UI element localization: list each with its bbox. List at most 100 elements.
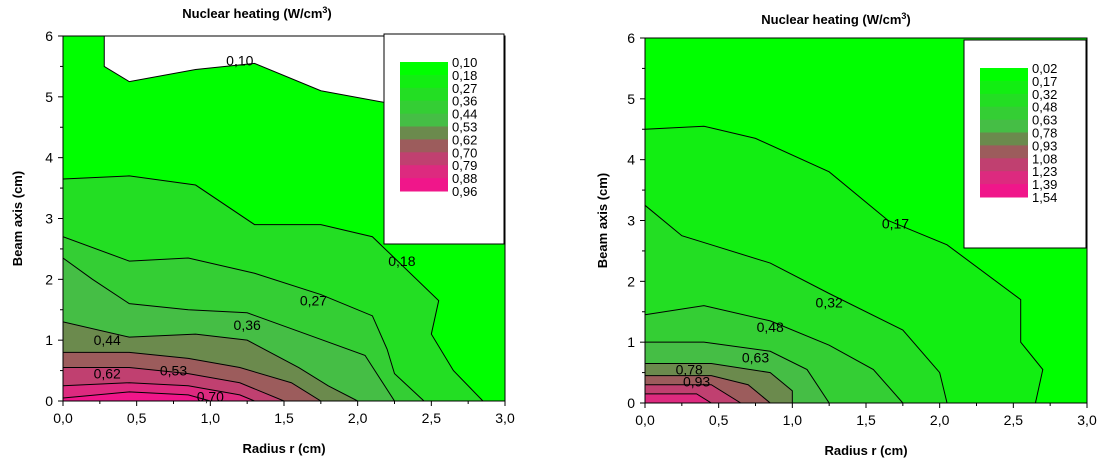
legend-level-label: 0,93	[1032, 138, 1057, 153]
contour-line	[645, 375, 771, 403]
contour-band	[645, 393, 712, 403]
y-tick-label: 6	[627, 30, 635, 46]
y-tick-label: 0	[45, 393, 53, 409]
legend-level-label: 0,18	[452, 68, 477, 83]
legend-swatch	[980, 171, 1028, 185]
legend-level-label: 0,02	[1032, 61, 1057, 76]
contour-line	[645, 393, 712, 403]
legend-level-label: 0,63	[1032, 113, 1057, 128]
legend-swatch	[400, 113, 448, 127]
contour-line	[645, 341, 830, 403]
x-tick-label: 2,0	[930, 412, 950, 428]
legend-swatch	[400, 126, 448, 140]
chart-title-end: )	[327, 6, 331, 21]
chart-title-main: Nuclear heating (W/cm	[761, 12, 901, 27]
legend-level-label: 1,23	[1032, 164, 1057, 179]
contour-label: 0,78	[676, 362, 703, 378]
contour-line	[63, 367, 285, 401]
contour-label: 0,32	[816, 295, 843, 311]
y-tick-label: 6	[45, 28, 53, 44]
legend-swatch	[400, 74, 448, 89]
contour-label: 0,63	[742, 349, 769, 365]
legend-swatch	[980, 132, 1028, 146]
legend-level-label: 0,53	[452, 120, 477, 135]
y-tick-label: 4	[45, 150, 53, 166]
legend-level-label: 1,39	[1032, 177, 1057, 192]
legend-swatch	[400, 100, 448, 115]
contour-line	[645, 384, 742, 403]
contour-lines	[63, 36, 484, 401]
chart-title-superscript: 3	[322, 5, 327, 15]
contour-label: 0,36	[234, 317, 261, 333]
contour-line	[63, 382, 255, 401]
x-tick-label: 1,0	[783, 412, 803, 428]
legend-swatch	[980, 145, 1028, 159]
x-tick-label: 2,5	[422, 410, 442, 426]
y-axis-label: Beam axis (cm)	[10, 171, 25, 266]
y-tick-label: 5	[627, 91, 635, 107]
contour-line	[63, 175, 484, 401]
legend-swatch	[980, 184, 1028, 198]
x-axis-label: Radius r (cm)	[824, 443, 907, 458]
legend-swatch	[980, 68, 1028, 82]
legend-level-label: 0,36	[452, 94, 477, 109]
contour-line	[103, 36, 417, 122]
chart-title: Nuclear heating (W/cm3)	[182, 5, 332, 21]
legend-level-label: 0,10	[452, 55, 477, 70]
legend-level-label: 0,88	[452, 171, 477, 186]
contour-label: 0,44	[94, 332, 121, 348]
y-tick-label: 5	[45, 89, 53, 105]
x-tick-label: 0,5	[127, 410, 147, 426]
legend-level-label: 0,96	[452, 184, 477, 199]
undefined-region	[104, 36, 417, 122]
x-tick-label: 2,0	[348, 410, 368, 426]
contour-label: 0,27	[300, 293, 327, 309]
chart-title-end: )	[906, 12, 910, 27]
y-tick-label: 3	[627, 213, 635, 229]
legend-swatch	[400, 87, 448, 102]
contour-line	[645, 125, 1044, 403]
contour-line	[63, 321, 358, 401]
contour-line	[63, 391, 211, 401]
contour-line	[63, 236, 425, 401]
x-tick-label: 1,0	[201, 410, 221, 426]
x-axis-label: Radius r (cm)	[242, 441, 325, 456]
contour-label: 0,93	[683, 374, 710, 390]
left-contour-chart: 0,100,180,270,360,440,62 0,530,700,0 0,5 1,…	[10, 5, 515, 456]
x-tick-label: 1,5	[856, 412, 876, 428]
contour-label: 0,62	[94, 366, 121, 382]
x-tick-label: 3,0	[495, 410, 515, 426]
y-axis-label: Beam axis (cm)	[595, 173, 610, 268]
legend-swatch	[980, 119, 1028, 133]
legend-swatch	[980, 80, 1028, 95]
contour-line	[645, 204, 948, 403]
contour-label: 0,48	[757, 319, 784, 335]
contour-line	[63, 351, 322, 401]
x-tick-label: 0,5	[709, 412, 729, 428]
contour-line	[645, 305, 904, 403]
legend: 0,020,170,320,480,630,780,931,081,231,39…	[963, 39, 1087, 249]
legend-swatch	[400, 152, 448, 166]
x-tick-label: 1,5	[274, 410, 294, 426]
legend-level-label: 1,08	[1032, 151, 1057, 166]
contour-lines	[645, 125, 1044, 403]
legend-swatch	[400, 178, 448, 192]
legend-level-label: 0,32	[1032, 87, 1057, 102]
legend-swatch	[400, 62, 448, 76]
contour-label: 0,53	[160, 363, 187, 379]
contour-line	[63, 257, 395, 401]
legend-level-label: 0,79	[452, 158, 477, 173]
chart-title-superscript: 3	[901, 11, 906, 21]
legend-swatch	[400, 165, 448, 179]
y-tick-label: 2	[627, 273, 635, 289]
y-tick-label: 2	[45, 271, 53, 287]
y-tick-label: 1	[45, 332, 53, 348]
y-tick-label: 1	[627, 334, 635, 350]
right-contour-chart: 0,170,320,480,630,780,930,0 0,5 1,0 1,5 2,0 2…	[595, 11, 1097, 458]
legend-level-label: 0,70	[452, 145, 477, 160]
x-tick-label: 0,0	[635, 412, 655, 428]
legend-level-label: 0,27	[452, 81, 477, 96]
chart-title-main: Nuclear heating (W/cm	[182, 6, 322, 21]
legend: 0,100,180,270,360,440,530,620,700,790,88…	[383, 33, 505, 245]
y-tick-label: 0	[627, 395, 635, 411]
